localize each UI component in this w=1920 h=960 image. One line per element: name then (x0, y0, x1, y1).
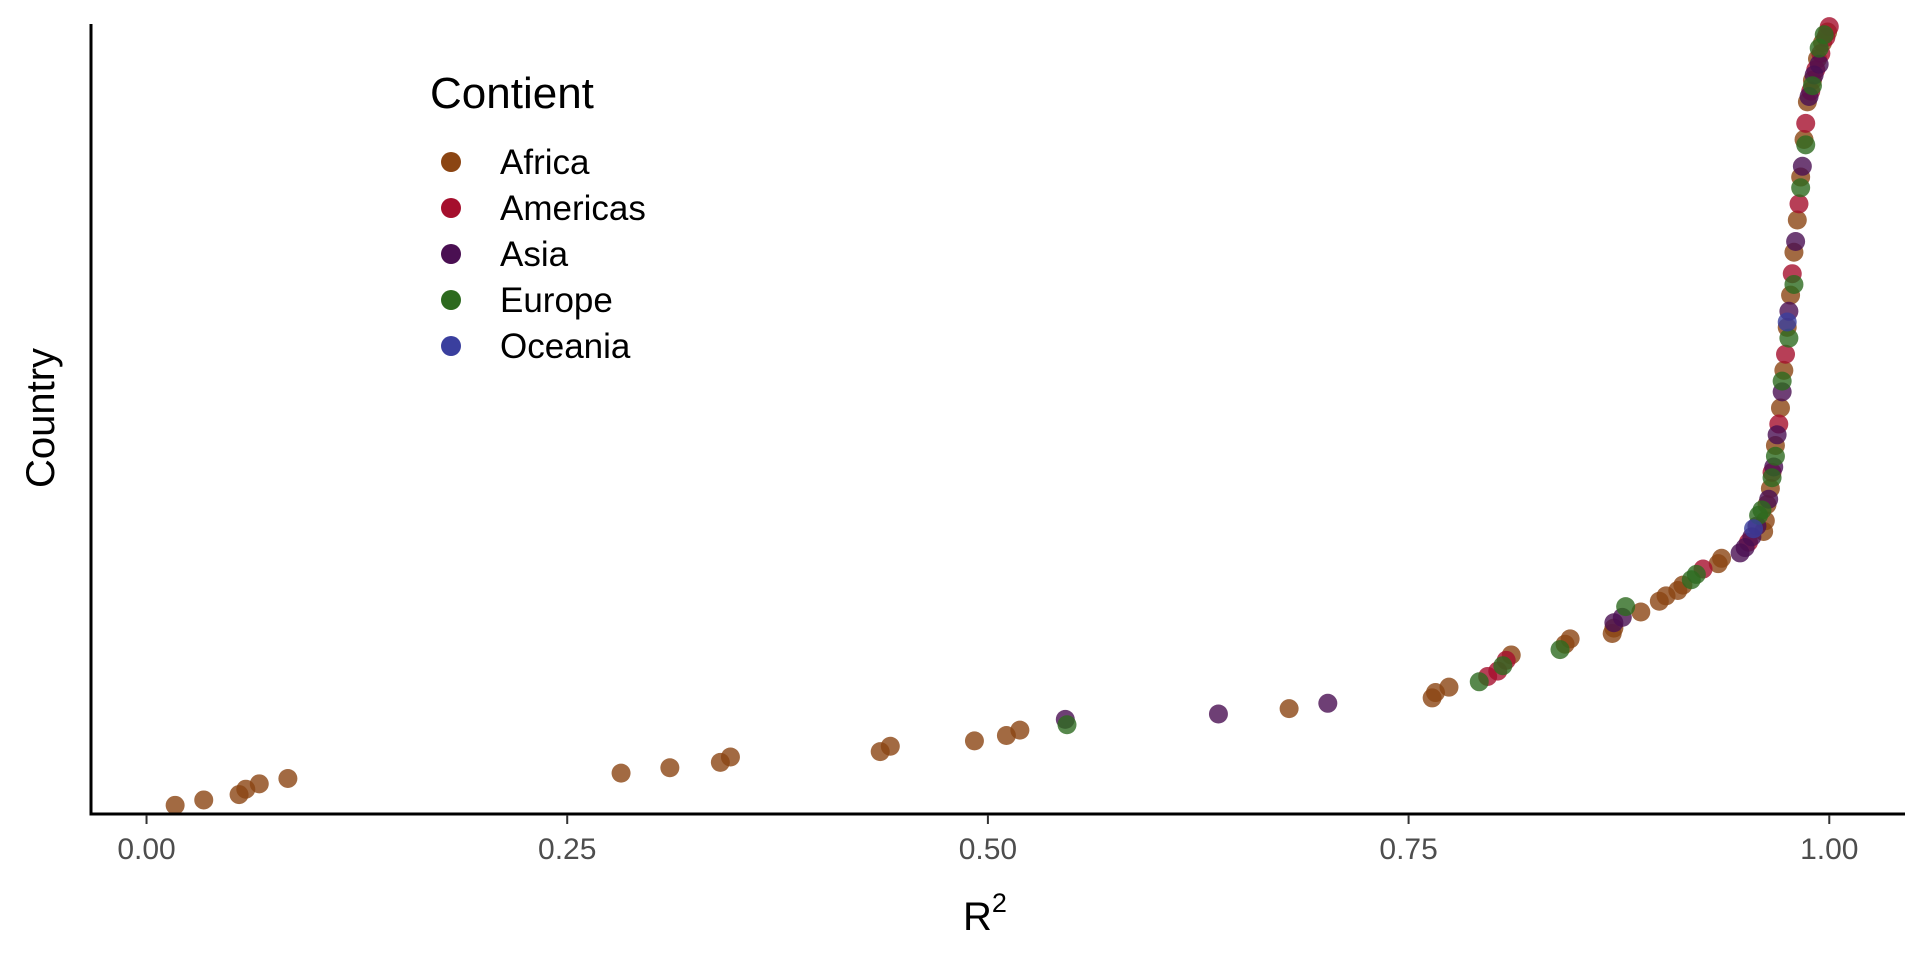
x-axis-ticks: 0.00 0.25 0.50 0.75 1.00 (117, 815, 1858, 866)
data-point-africa (611, 763, 631, 783)
data-point-africa (1787, 210, 1807, 230)
data-point-africa (194, 790, 214, 810)
data-point-africa (1770, 398, 1790, 418)
data-point-americas (1789, 194, 1809, 214)
data-point-oceania (1777, 312, 1797, 332)
legend-label-oceania: Oceania (500, 327, 631, 366)
legend-marker-europe (441, 290, 461, 310)
data-point-africa (1010, 720, 1030, 740)
legend-label-asia: Asia (500, 235, 569, 274)
legend-marker-africa (441, 152, 461, 172)
data-point-europe (1814, 25, 1834, 45)
data-point-africa (1279, 699, 1299, 719)
data-point-africa (1631, 602, 1651, 622)
data-point-europe (1765, 446, 1785, 466)
data-point-africa (720, 747, 740, 767)
data-point-asia (1809, 54, 1829, 74)
data-point-europe (1796, 135, 1816, 155)
data-point-africa (880, 736, 900, 756)
data-point-africa (1439, 677, 1459, 697)
data-point-americas (1796, 113, 1816, 133)
legend-label-africa: Africa (500, 143, 590, 182)
data-point-europe (1784, 274, 1804, 294)
data-point-africa (165, 795, 185, 815)
y-axis-title: Country (19, 348, 63, 488)
x-tick-label: 0.50 (959, 833, 1017, 866)
x-axis-title-base: R (963, 895, 992, 939)
data-point-europe (1686, 564, 1706, 584)
data-point-europe (1772, 371, 1792, 391)
legend-label-americas: Americas (500, 189, 646, 228)
x-tick-label: 0.00 (117, 833, 175, 866)
data-point-europe (1057, 715, 1077, 735)
x-tick-label: 0.75 (1379, 833, 1437, 866)
data-point-europe (1802, 76, 1822, 96)
data-point-europe (1616, 597, 1636, 617)
data-point-oceania (1744, 519, 1764, 539)
data-point-europe (1779, 328, 1799, 348)
data-point-africa (964, 731, 984, 751)
data-point-europe (1791, 178, 1811, 198)
x-axis-title-superscript: 2 (992, 888, 1007, 918)
data-point-europe (1469, 672, 1489, 692)
data-point-europe (1550, 640, 1570, 660)
legend: Contient Africa Americas Asia Europe Oceania (430, 69, 646, 366)
data-point-asia (1792, 156, 1812, 176)
data-point-europe (1762, 468, 1782, 488)
legend-title: Contient (430, 69, 594, 118)
data-point-asia (1767, 425, 1787, 445)
x-tick-label: 0.25 (538, 833, 596, 866)
x-tick-label: 1.00 (1800, 833, 1858, 866)
data-point-asia (1208, 704, 1228, 724)
x-axis-title: R2 (963, 888, 1007, 939)
data-point-americas (1776, 344, 1796, 364)
data-point-africa (278, 768, 298, 788)
legend-marker-americas (441, 198, 461, 218)
data-point-europe (1752, 500, 1772, 520)
data-point-europe (1493, 656, 1513, 676)
points-layer (165, 17, 1839, 815)
data-point-africa (1712, 548, 1732, 568)
data-point-asia (1318, 693, 1338, 713)
data-point-asia (1786, 231, 1806, 251)
legend-items: Africa Americas Asia Europe Oceania (441, 143, 646, 366)
legend-marker-asia (441, 244, 461, 264)
legend-label-europe: Europe (500, 281, 613, 320)
legend-marker-oceania (441, 336, 461, 356)
data-point-africa (249, 774, 269, 794)
data-point-africa (660, 758, 680, 778)
